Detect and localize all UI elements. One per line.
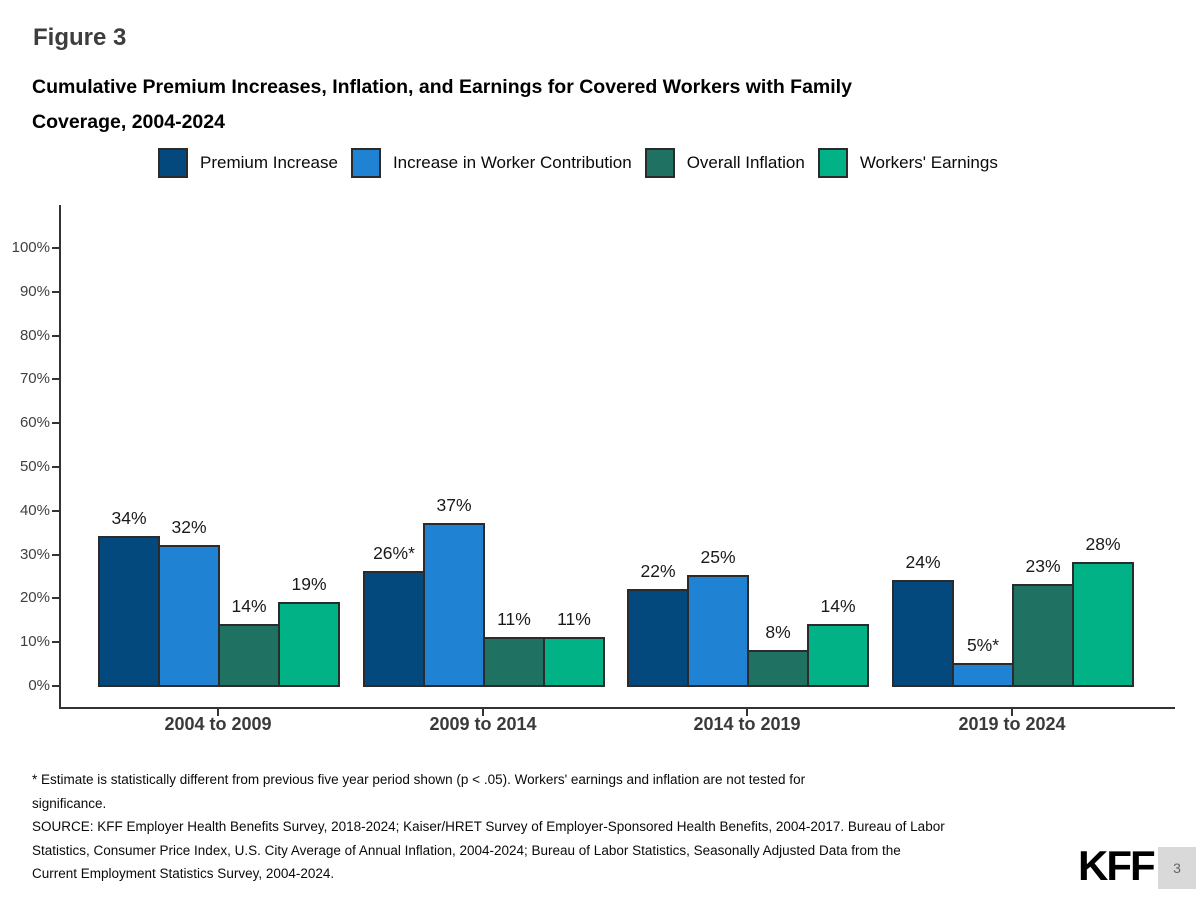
legend-item-overall-inflation: Overall Inflation [644, 148, 805, 178]
bar-increase-in-worker-contribution-0 [158, 545, 220, 687]
footnote-line: * Estimate is statistically different fr… [32, 772, 806, 787]
kff-logo: KFF [1078, 842, 1156, 889]
y-axis-tick [52, 597, 59, 599]
bar-workers-earnings-3 [1072, 562, 1134, 687]
bar-value-label: 5%* [966, 635, 1000, 655]
bar-value-label: 8% [765, 622, 791, 642]
legend-item-workers-earnings: Workers' Earnings [817, 148, 998, 178]
y-axis-tick [52, 335, 59, 337]
y-axis-tick-label: 100% [11, 239, 50, 256]
y-axis-tick [52, 685, 59, 687]
legend-label: Premium Increase [200, 153, 338, 172]
x-axis-tick [746, 709, 748, 716]
bar-premium-increase-1 [363, 571, 425, 687]
y-axis-tick [52, 554, 59, 556]
bar-value-label: 24% [905, 552, 941, 572]
bar-overall-inflation-0 [218, 624, 280, 687]
y-axis-tick-label: 60% [19, 414, 50, 431]
x-axis-category-label: 2004 to 2009 [164, 714, 272, 734]
page-number-badge: 3 [1158, 847, 1196, 889]
legend-swatch-workers-earnings [817, 148, 848, 178]
y-axis-tick [52, 378, 59, 380]
y-axis-tick [52, 510, 59, 512]
bar-workers-earnings-0 [278, 602, 340, 687]
y-axis-line [59, 205, 61, 709]
bar-value-label: 22% [640, 561, 676, 581]
footnote-line: SOURCE: KFF Employer Health Benefits Sur… [32, 819, 945, 834]
footnote-line: significance. [32, 795, 107, 811]
bar-increase-in-worker-contribution-2 [687, 575, 749, 687]
bar-value-label: 34% [111, 508, 147, 528]
bar-value-label: 25% [700, 547, 736, 567]
y-axis-tick-label: 30% [19, 546, 50, 563]
bar-workers-earnings-2 [807, 624, 869, 687]
bar-increase-in-worker-contribution-1 [423, 523, 485, 687]
legend: Premium Increase Increase in Worker Cont… [158, 148, 998, 178]
legend-swatch-overall-inflation [644, 148, 675, 178]
y-axis-tick-label: 0% [28, 677, 50, 694]
chart-title-line-2: Coverage, 2004-2024 [32, 111, 225, 133]
legend-swatch-worker-contribution [350, 148, 381, 178]
bar-overall-inflation-2 [747, 650, 809, 687]
bar-value-label: 26%* [373, 543, 415, 563]
x-axis-category-label: 2019 to 2024 [958, 714, 1066, 734]
y-axis-tick [52, 641, 59, 643]
bar-overall-inflation-3 [1012, 584, 1074, 687]
legend-label: Overall Inflation [686, 153, 805, 172]
y-axis-tick [52, 291, 59, 293]
figure-label: Figure 3 [33, 24, 127, 51]
y-axis-tick-label: 40% [19, 502, 50, 519]
bar-workers-earnings-1 [543, 637, 605, 687]
legend-item-premium-increase: Premium Increase [158, 148, 338, 178]
bar-value-label: 11% [557, 609, 591, 629]
footnote: * Estimate is statistically different fr… [32, 768, 945, 886]
x-axis-category-label: 2014 to 2019 [693, 714, 801, 734]
legend-item-worker-contribution: Increase in Worker Contribution [350, 148, 632, 178]
bar-value-label: 14% [231, 596, 267, 616]
y-axis-tick-label: 90% [19, 283, 50, 300]
legend-swatch-premium-increase [158, 148, 188, 178]
y-axis-tick-label: 50% [19, 458, 50, 475]
x-axis-tick [1011, 709, 1013, 716]
x-axis-category-label: 2009 to 2014 [429, 714, 537, 734]
y-axis-tick [52, 422, 59, 424]
y-axis-tick-label: 20% [19, 589, 50, 606]
bar-value-label: 32% [171, 517, 207, 537]
x-axis-tick [217, 709, 219, 716]
bar-increase-in-worker-contribution-3 [952, 663, 1014, 687]
bar-value-label: 19% [291, 574, 327, 594]
y-axis-tick [52, 247, 59, 249]
bar-value-label: 28% [1085, 534, 1121, 554]
footnote-line: Current Employment Statistics Survey, 20… [32, 866, 335, 881]
bar-value-label: 11% [497, 609, 531, 629]
legend-label: Workers' Earnings [859, 153, 998, 172]
footnote-line: Statistics, Consumer Price Index, U.S. C… [32, 842, 901, 858]
bar-value-label: 14% [820, 596, 856, 616]
chart-title-line-1: Cumulative Premium Increases, Inflation,… [32, 76, 852, 98]
bar-premium-increase-3 [892, 580, 954, 687]
y-axis-tick-label: 70% [19, 370, 50, 387]
legend-label: Increase in Worker Contribution [392, 153, 632, 172]
y-axis-tick-label: 10% [19, 633, 50, 650]
y-axis-tick [52, 466, 59, 468]
x-axis-tick [482, 709, 484, 716]
bar-overall-inflation-1 [483, 637, 545, 687]
bar-value-label: 23% [1025, 556, 1061, 576]
x-axis-line [59, 707, 1175, 709]
bar-premium-increase-2 [627, 589, 689, 687]
y-axis-tick-label: 80% [19, 327, 50, 344]
bar-premium-increase-0 [98, 536, 160, 687]
chart-title: Cumulative Premium Increases, Inflation,… [32, 70, 852, 140]
bar-value-label: 37% [436, 495, 472, 515]
